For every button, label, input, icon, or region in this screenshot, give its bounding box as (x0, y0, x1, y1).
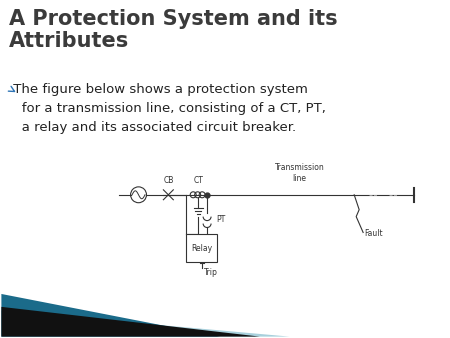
Text: PT: PT (216, 215, 225, 224)
Text: Trip: Trip (204, 268, 217, 277)
Text: A Protection System and its: A Protection System and its (9, 9, 338, 29)
Text: Attributes: Attributes (9, 31, 130, 51)
Text: Relay: Relay (191, 244, 212, 253)
Polygon shape (1, 294, 220, 337)
Polygon shape (1, 311, 290, 337)
Text: CB: CB (163, 176, 174, 185)
Text: Fault: Fault (364, 230, 383, 239)
FancyBboxPatch shape (186, 235, 217, 262)
Text: Transmission
line: Transmission line (274, 164, 324, 183)
Polygon shape (1, 307, 260, 337)
Text: The figure below shows a protection system
   for a transmission line, consistin: The figure below shows a protection syst… (9, 83, 326, 134)
Text: CT: CT (193, 176, 203, 185)
